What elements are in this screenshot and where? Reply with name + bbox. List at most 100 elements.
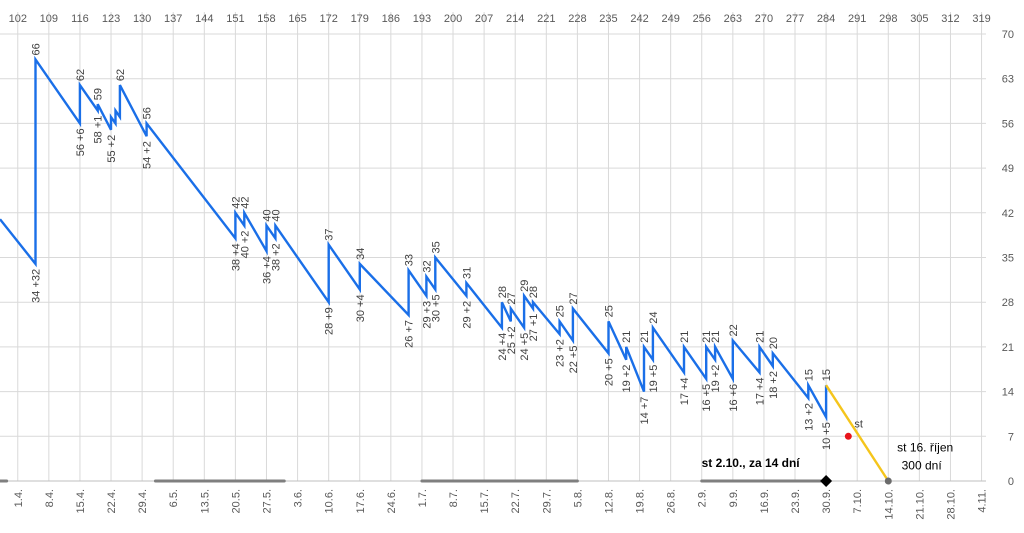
x-axis-date-label: 5.8. [572, 489, 584, 507]
data-label: 10 +5 [821, 422, 833, 450]
data-label: 15 [803, 369, 815, 381]
top-axis-tick-label: 242 [630, 13, 648, 25]
data-label: 66 [31, 43, 43, 55]
data-label: 19 +5 [648, 365, 660, 393]
y-axis-tick-label: 7 [1008, 431, 1014, 443]
data-label: 19 +2 [621, 365, 633, 393]
data-label: 29 +3 [421, 301, 433, 329]
x-axis-date-label: 29.4. [137, 489, 149, 513]
data-label: 27 +1 [528, 314, 540, 342]
y-axis-tick-label: 14 [1002, 387, 1014, 399]
grid [0, 12, 986, 482]
data-label: 21 [639, 331, 651, 343]
top-axis-tick-label: 319 [972, 13, 990, 25]
data-label: 21 [679, 331, 691, 343]
data-label: 32 [421, 260, 433, 272]
top-axis-tick-label: 116 [71, 13, 89, 25]
top-axis-tick-label: 291 [848, 13, 866, 25]
x-axis-date-label: 8.7. [448, 489, 460, 507]
top-axis-tick-label: 179 [351, 13, 369, 25]
data-label: 30 +5 [430, 294, 442, 322]
annotation-text: st 2.10., za 14 dní [702, 456, 801, 470]
top-axis-tick-label: 298 [879, 13, 897, 25]
data-label: 22 +5 [568, 346, 580, 374]
x-axis-date-label: 16.9. [759, 489, 771, 513]
y-axis-tick-label: 28 [1002, 297, 1014, 309]
top-axis-tick-label: 277 [786, 13, 804, 25]
data-label: 26 +7 [404, 320, 416, 348]
data-label: 16 +5 [701, 384, 713, 412]
top-axis-tick-label: 186 [382, 13, 400, 25]
top-axis-tick-label: 256 [693, 13, 711, 25]
x-axis-date-label: 1.4. [13, 489, 25, 507]
data-label: 35 [430, 241, 442, 253]
data-label: 14 +7 [639, 397, 651, 425]
x-axis-date-label: 2.9. [697, 489, 709, 507]
x-axis-date-label: 22.4. [106, 489, 118, 513]
top-axis-tick-label: 235 [599, 13, 617, 25]
data-label: 21 [710, 331, 722, 343]
data-label: 25 [555, 305, 567, 317]
y-axis-tick-label: 56 [1002, 118, 1014, 130]
data-label: 31 [461, 267, 473, 279]
data-label: 27 [568, 292, 580, 304]
x-axis-date-label: 4.11. [977, 489, 989, 513]
data-label: 28 [497, 286, 509, 298]
data-label: 30 +4 [355, 294, 367, 322]
data-label: 27 [506, 292, 518, 304]
data-label: 29 +2 [461, 301, 473, 329]
data-label: 25 +2 [506, 326, 518, 354]
top-axis-tick-label: 151 [226, 13, 244, 25]
point-marker [884, 477, 892, 485]
top-axis-tick-label: 165 [288, 13, 306, 25]
x-axis-date-label: 7.10. [852, 489, 864, 513]
data-label: 15 [821, 369, 833, 381]
x-axis-date-label: 14.10. [883, 489, 895, 520]
data-label: 25 [603, 305, 615, 317]
data-label: 40 +2 [239, 231, 251, 259]
data-label: 56 [142, 107, 154, 119]
x-axis-date-label: 24.6. [386, 489, 398, 513]
top-axis-tick-label: 144 [195, 13, 213, 25]
top-axis-tick-label: 214 [506, 13, 524, 25]
data-label: 34 +32 [31, 269, 43, 303]
x-axis-date-label: 10.6. [324, 489, 336, 513]
y-axis-tick-label: 49 [1002, 163, 1014, 175]
top-axis-tick-label: 172 [319, 13, 337, 25]
y-axis-tick-label: 42 [1002, 208, 1014, 220]
data-label: 21 [754, 331, 766, 343]
data-label: 59 [93, 88, 105, 100]
data-label: 21 [701, 331, 713, 343]
annotation-text: 300 dní [902, 459, 943, 473]
data-label: 42 [239, 197, 251, 209]
top-axis-tick-label: 221 [537, 13, 555, 25]
axis-ticks: 102 109 116 123 130 137 144 151 158 165 172 179 186 1… [9, 13, 1014, 520]
top-axis-tick-label: 193 [413, 13, 431, 25]
x-axis-date-label: 3.6. [293, 489, 305, 507]
data-label: 62 [75, 69, 87, 81]
x-axis-date-label: 23.9. [790, 489, 802, 513]
data-label: 13 +2 [803, 403, 815, 431]
top-axis-tick-label: 123 [102, 13, 120, 25]
top-axis-tick-label: 228 [568, 13, 586, 25]
x-axis-date-label: 13.5. [199, 489, 211, 513]
top-axis-tick-label: 312 [941, 13, 959, 25]
top-axis-tick-label: 270 [755, 13, 773, 25]
top-axis-tick-label: 109 [40, 13, 58, 25]
top-axis-tick-label: 200 [444, 13, 462, 25]
data-label: 40 [261, 209, 273, 221]
data-label: 62 [115, 69, 127, 81]
data-label: 28 +9 [324, 307, 336, 335]
data-label: 56 +6 [75, 128, 87, 156]
top-axis-tick-label: 249 [661, 13, 679, 25]
data-label: 20 [768, 337, 780, 349]
top-axis-tick-label: 305 [910, 13, 928, 25]
data-label: 28 [528, 286, 540, 298]
x-axis-date-label: 22.7. [510, 489, 522, 513]
top-axis-tick-label: 137 [164, 13, 182, 25]
x-axis-date-label: 6.5. [168, 489, 180, 507]
data-label: 42 [230, 197, 242, 209]
top-axis-tick-label: 207 [475, 13, 493, 25]
top-axis-tick-label: 102 [9, 13, 27, 25]
y-axis-tick-label: 35 [1002, 253, 1014, 265]
